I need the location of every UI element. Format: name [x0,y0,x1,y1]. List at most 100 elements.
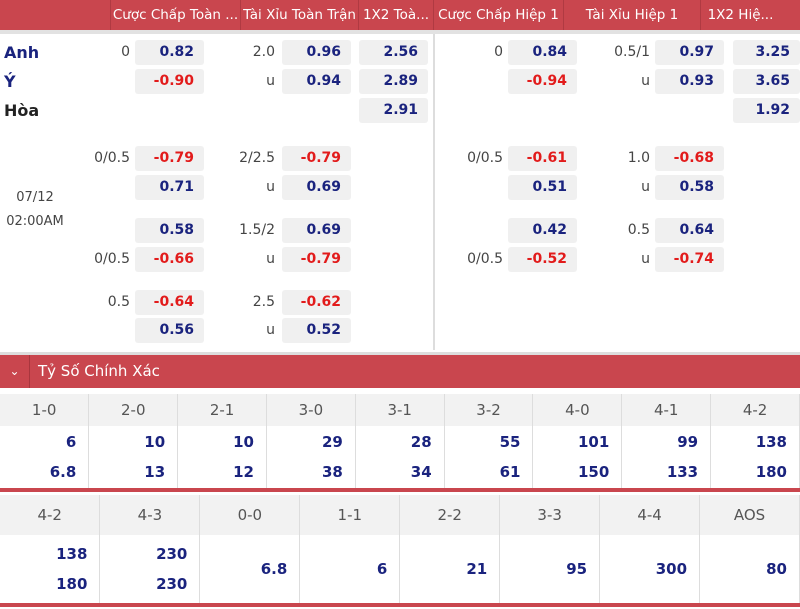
odds-value[interactable]: 0.64 [655,218,724,243]
odds-value[interactable]: 0.96 [282,40,351,65]
score-odds-cell[interactable]: 55 61 [444,426,534,490]
score-odds-cell[interactable]: 230 230 [99,535,201,605]
odds-value[interactable]: 0.93 [655,69,724,94]
odds-value[interactable]: 0.69 [282,175,351,200]
score-odds-cell[interactable]: 6 [299,535,401,605]
score-odds-value[interactable]: 80 [766,560,787,578]
odds-value[interactable]: 3.25 [733,40,800,65]
odds-value[interactable]: -0.79 [282,247,351,272]
score-odds-value[interactable]: 138 [56,545,88,563]
score-odds-value[interactable]: 6 [376,560,388,578]
score-odds-value[interactable]: 230 [156,575,188,593]
score-odds-cell[interactable]: 300 [599,535,701,605]
score-odds-value[interactable]: 13 [144,463,166,481]
odds-value[interactable]: -0.94 [508,69,577,94]
odds-value[interactable]: 0.58 [135,218,204,243]
score-odds-cell[interactable]: 28 34 [355,426,445,490]
odds-value[interactable]: -0.79 [135,146,204,171]
score-odds-cell[interactable]: 6.8 [199,535,301,605]
score-odds-value[interactable]: 95 [566,560,588,578]
score-odds-value[interactable]: 180 [56,575,88,593]
match-time: 02:00AM [6,214,64,229]
score-odds-cell[interactable]: 21 [399,535,501,605]
score-header: 1-0 [0,394,90,426]
odds-value[interactable]: -0.61 [508,146,577,171]
score-header: 4-4 [599,495,701,535]
odds-value[interactable]: 0.58 [655,175,724,200]
score-odds-cell[interactable]: 29 38 [266,426,356,490]
odds-row: 0.56 u 0.52 [0,318,800,347]
score-odds-cell[interactable]: 99 133 [621,426,712,490]
score-odds-value[interactable]: 101 [577,433,610,451]
score-odds-cell[interactable]: 10 13 [88,426,179,490]
odds-value[interactable]: 0.42 [508,218,577,243]
team-home: Anh [4,43,40,62]
score-odds-cell[interactable]: 95 [499,535,601,605]
odds-row: 0.58 1.5/2 0.69 0.42 0.5 0.64 [0,218,800,247]
score-header: 4-2 [710,394,800,426]
odds-row: 2.91 1.92 [0,98,800,127]
score-header: 2-0 [88,394,179,426]
team-draw: Hòa [4,101,40,120]
score-odds-value[interactable]: 10 [233,433,254,451]
odds-value[interactable]: -0.64 [135,290,204,315]
score-odds-cell[interactable]: 101 150 [532,426,623,490]
odds-value[interactable]: 0.82 [135,40,204,65]
score-odds-cell[interactable]: 138 180 [710,426,800,490]
handicap-line: 0 [494,44,503,60]
odds-value[interactable]: 1.92 [733,98,800,123]
odds-value[interactable]: 0.51 [508,175,577,200]
handicap-line: 2/2.5 [239,150,275,166]
odds-value[interactable]: -0.68 [655,146,724,171]
score-odds-value[interactable]: 55 [499,433,521,451]
score-odds-value[interactable]: 6.8 [260,560,288,578]
odds-value[interactable]: 3.65 [733,69,800,94]
odds-value[interactable]: -0.90 [135,69,204,94]
score-odds-cell[interactable]: 138 180 [0,535,101,605]
odds-value[interactable]: 2.89 [359,69,428,94]
score-odds-value[interactable]: 180 [755,463,787,481]
odds-value[interactable]: 0.52 [282,318,351,343]
odds-value[interactable]: 0.56 [135,318,204,343]
odds-value[interactable]: 0.84 [508,40,577,65]
score-odds-value[interactable]: 10 [144,433,166,451]
handicap-line: 0.5/1 [614,44,650,60]
score-odds-value[interactable]: 6 [65,433,77,451]
odds-value[interactable]: 2.56 [359,40,428,65]
column-header: 1X2 Hiệ... [700,0,780,30]
score-odds-value[interactable]: 150 [577,463,610,481]
score-odds-value[interactable]: 61 [499,463,521,481]
score-odds-value[interactable]: 12 [233,463,254,481]
odds-value[interactable]: 0.69 [282,218,351,243]
score-odds-cell[interactable]: 80 [699,535,800,605]
odds-value[interactable]: 0.97 [655,40,724,65]
score-odds-value[interactable]: 21 [466,560,488,578]
score-odds-value[interactable]: 34 [410,463,432,481]
score-odds-value[interactable]: 133 [666,463,699,481]
chevron-down-icon[interactable]: ⌄ [0,355,30,388]
odds-value[interactable]: -0.62 [282,290,351,315]
score-odds-value[interactable]: 300 [655,560,688,578]
odds-value[interactable]: 2.91 [359,98,428,123]
odds-value[interactable]: -0.66 [135,247,204,272]
score-odds-value[interactable]: 138 [755,433,787,451]
score-odds-cell[interactable]: 6 6.8 [0,426,90,490]
handicap-line: u [266,73,275,89]
score-odds-value[interactable]: 6.8 [49,463,77,481]
score-odds-value[interactable]: 99 [677,433,699,451]
odds-value[interactable]: 0.71 [135,175,204,200]
odds-value[interactable]: 0.94 [282,69,351,94]
score-odds-value[interactable]: 230 [156,545,188,563]
odds-row: 0 0.82 2.0 0.96 2.56 0 0.84 0.5/1 0.97 3.25 [0,40,800,69]
score-odds-cell[interactable]: 10 12 [177,426,267,490]
correct-score-section-header[interactable]: ⌄ Tỷ Số Chính Xác [0,352,800,388]
score-odds-value[interactable]: 28 [410,433,432,451]
handicap-line: u [641,251,650,267]
score-odds-value[interactable]: 29 [321,433,343,451]
odds-value[interactable]: -0.74 [655,247,724,272]
odds-header: Cược Chấp Toàn ... Tài Xỉu Toàn Trận 1X2 T… [0,0,800,34]
odds-value[interactable]: -0.79 [282,146,351,171]
score-header: 4-2 [0,495,101,535]
odds-value[interactable]: -0.52 [508,247,577,272]
score-odds-value[interactable]: 38 [321,463,343,481]
